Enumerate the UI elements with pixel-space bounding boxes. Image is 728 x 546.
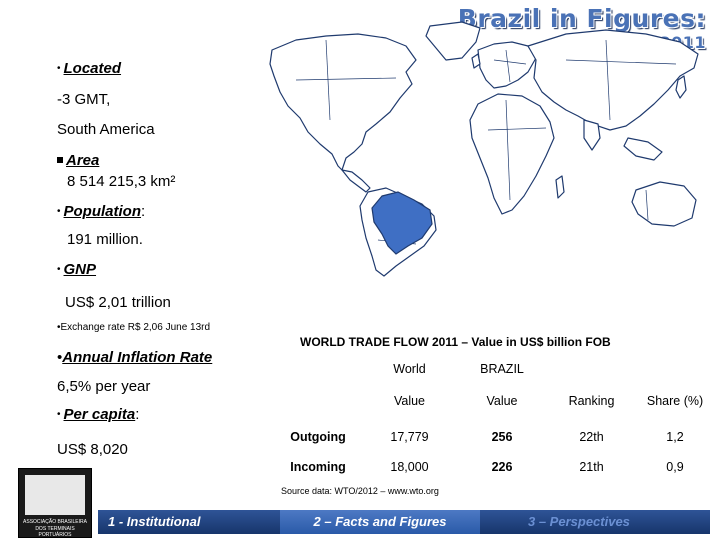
area-value: 8 514 215,3 km² xyxy=(67,173,176,190)
header-brazil: BRAZIL xyxy=(480,362,524,376)
gnp-value: US$ 2,01 trillion xyxy=(65,294,171,311)
row-brazil-value: 226 xyxy=(491,460,513,474)
header-brazil-value: Value xyxy=(486,394,518,408)
logo-line1: ASSOCIAÇÃO BRASILEIRA xyxy=(23,519,87,525)
greenland-shape xyxy=(425,21,481,61)
asia-shape xyxy=(527,29,699,131)
tab-institutional[interactable]: 1 - Institutional xyxy=(108,514,201,529)
page-title-main: Brazil in Figures: xyxy=(457,4,706,33)
north-america-shape xyxy=(269,33,417,171)
trade-table: World BRAZIL Value Value Ranking Share (… xyxy=(278,358,710,482)
japan-shape xyxy=(675,75,687,99)
table-row: Incoming 18,000 226 21th 0,9 xyxy=(278,452,710,482)
row-share: 0,9 xyxy=(666,460,684,474)
population-value: 191 million. xyxy=(67,231,143,248)
fact-area-header: Area xyxy=(57,152,99,169)
inflation-value: 6,5% per year xyxy=(57,378,151,395)
indian-peninsula-shape xyxy=(583,119,601,151)
header-world-value: Value xyxy=(393,394,426,408)
area-label: Area xyxy=(66,152,100,169)
located-line1: -3 GMT, xyxy=(57,91,111,108)
inflation-label: Annual Inflation Rate xyxy=(62,349,213,366)
table-header-row-2: Value Value Ranking Share (%) xyxy=(278,380,710,422)
bullet-icon: • xyxy=(57,206,61,217)
row-brazil-value: 256 xyxy=(491,430,513,444)
fact-gnp-header: • GNP xyxy=(57,261,96,278)
exchange-note: •Exchange rate R$ 2,06 June 13rd xyxy=(57,322,211,333)
row-share: 1,2 xyxy=(666,430,684,444)
madagascar-shape xyxy=(555,175,565,199)
abtp-logo-mark xyxy=(25,475,85,515)
row-world-value: 18,000 xyxy=(390,460,429,474)
population-label: Population xyxy=(63,203,142,220)
logo-line2: DOS TERMINAIS PORTUÁRIOS xyxy=(35,526,75,538)
southeast-asia-islands-shape xyxy=(623,137,663,161)
percapita-label: Per capita xyxy=(63,406,136,423)
brazil-highlight xyxy=(371,191,433,255)
row-world-value: 17,779 xyxy=(390,430,429,444)
uk-shape xyxy=(471,53,481,69)
gnp-label: GNP xyxy=(63,261,97,278)
table-header-row-1: World BRAZIL xyxy=(278,358,710,380)
trade-table-title: WORLD TRADE FLOW 2011 – Value in US$ bil… xyxy=(300,335,611,349)
page-title: Brazil in Figures: 2011 xyxy=(458,2,706,52)
row-ranking: 21th xyxy=(579,460,604,474)
world-map xyxy=(269,21,699,277)
fact-located-header: • Located xyxy=(57,60,121,77)
located-label: Located xyxy=(63,60,122,77)
table-row: Outgoing 17,779 256 22th 1,2 xyxy=(278,422,710,452)
row-label: Outgoing xyxy=(290,430,346,444)
central-america-shape xyxy=(341,169,371,193)
bullet-icon: • xyxy=(57,63,61,74)
tab-facts-and-figures[interactable]: 2 – Facts and Figures xyxy=(280,510,480,534)
header-share: Share (%) xyxy=(646,394,704,408)
bullet-icon: • xyxy=(57,409,61,420)
fact-population-header: • Population: xyxy=(57,203,146,220)
nav-bar: 1 - Institutional 2 – Facts and Figures … xyxy=(98,510,710,534)
located-line2: South America xyxy=(57,121,155,138)
header-ranking: Ranking xyxy=(568,394,615,408)
bullet-icon: • xyxy=(57,264,61,275)
fact-inflation-header: •Annual Inflation Rate xyxy=(57,349,213,366)
source-note: Source data: WTO/2012 – www.wto.org xyxy=(281,486,439,496)
abtp-logo: ASSOCIAÇÃO BRASILEIRA DOS TERMINAIS PORT… xyxy=(18,468,92,538)
fact-percapita-header: • Per capita: xyxy=(57,406,140,423)
europe-shape xyxy=(477,41,537,89)
row-label: Incoming xyxy=(290,460,346,474)
row-ranking: 22th xyxy=(579,430,604,444)
tab-perspectives[interactable]: 3 – Perspectives xyxy=(528,514,630,529)
exchange-note-text: Exchange rate R$ 2,06 June 13rd xyxy=(60,322,211,333)
square-bullet-icon xyxy=(57,157,63,163)
header-world: World xyxy=(393,362,426,376)
australia-shape xyxy=(631,181,697,227)
africa-shape xyxy=(469,93,555,215)
percapita-value: US$ 8,020 xyxy=(57,441,128,458)
